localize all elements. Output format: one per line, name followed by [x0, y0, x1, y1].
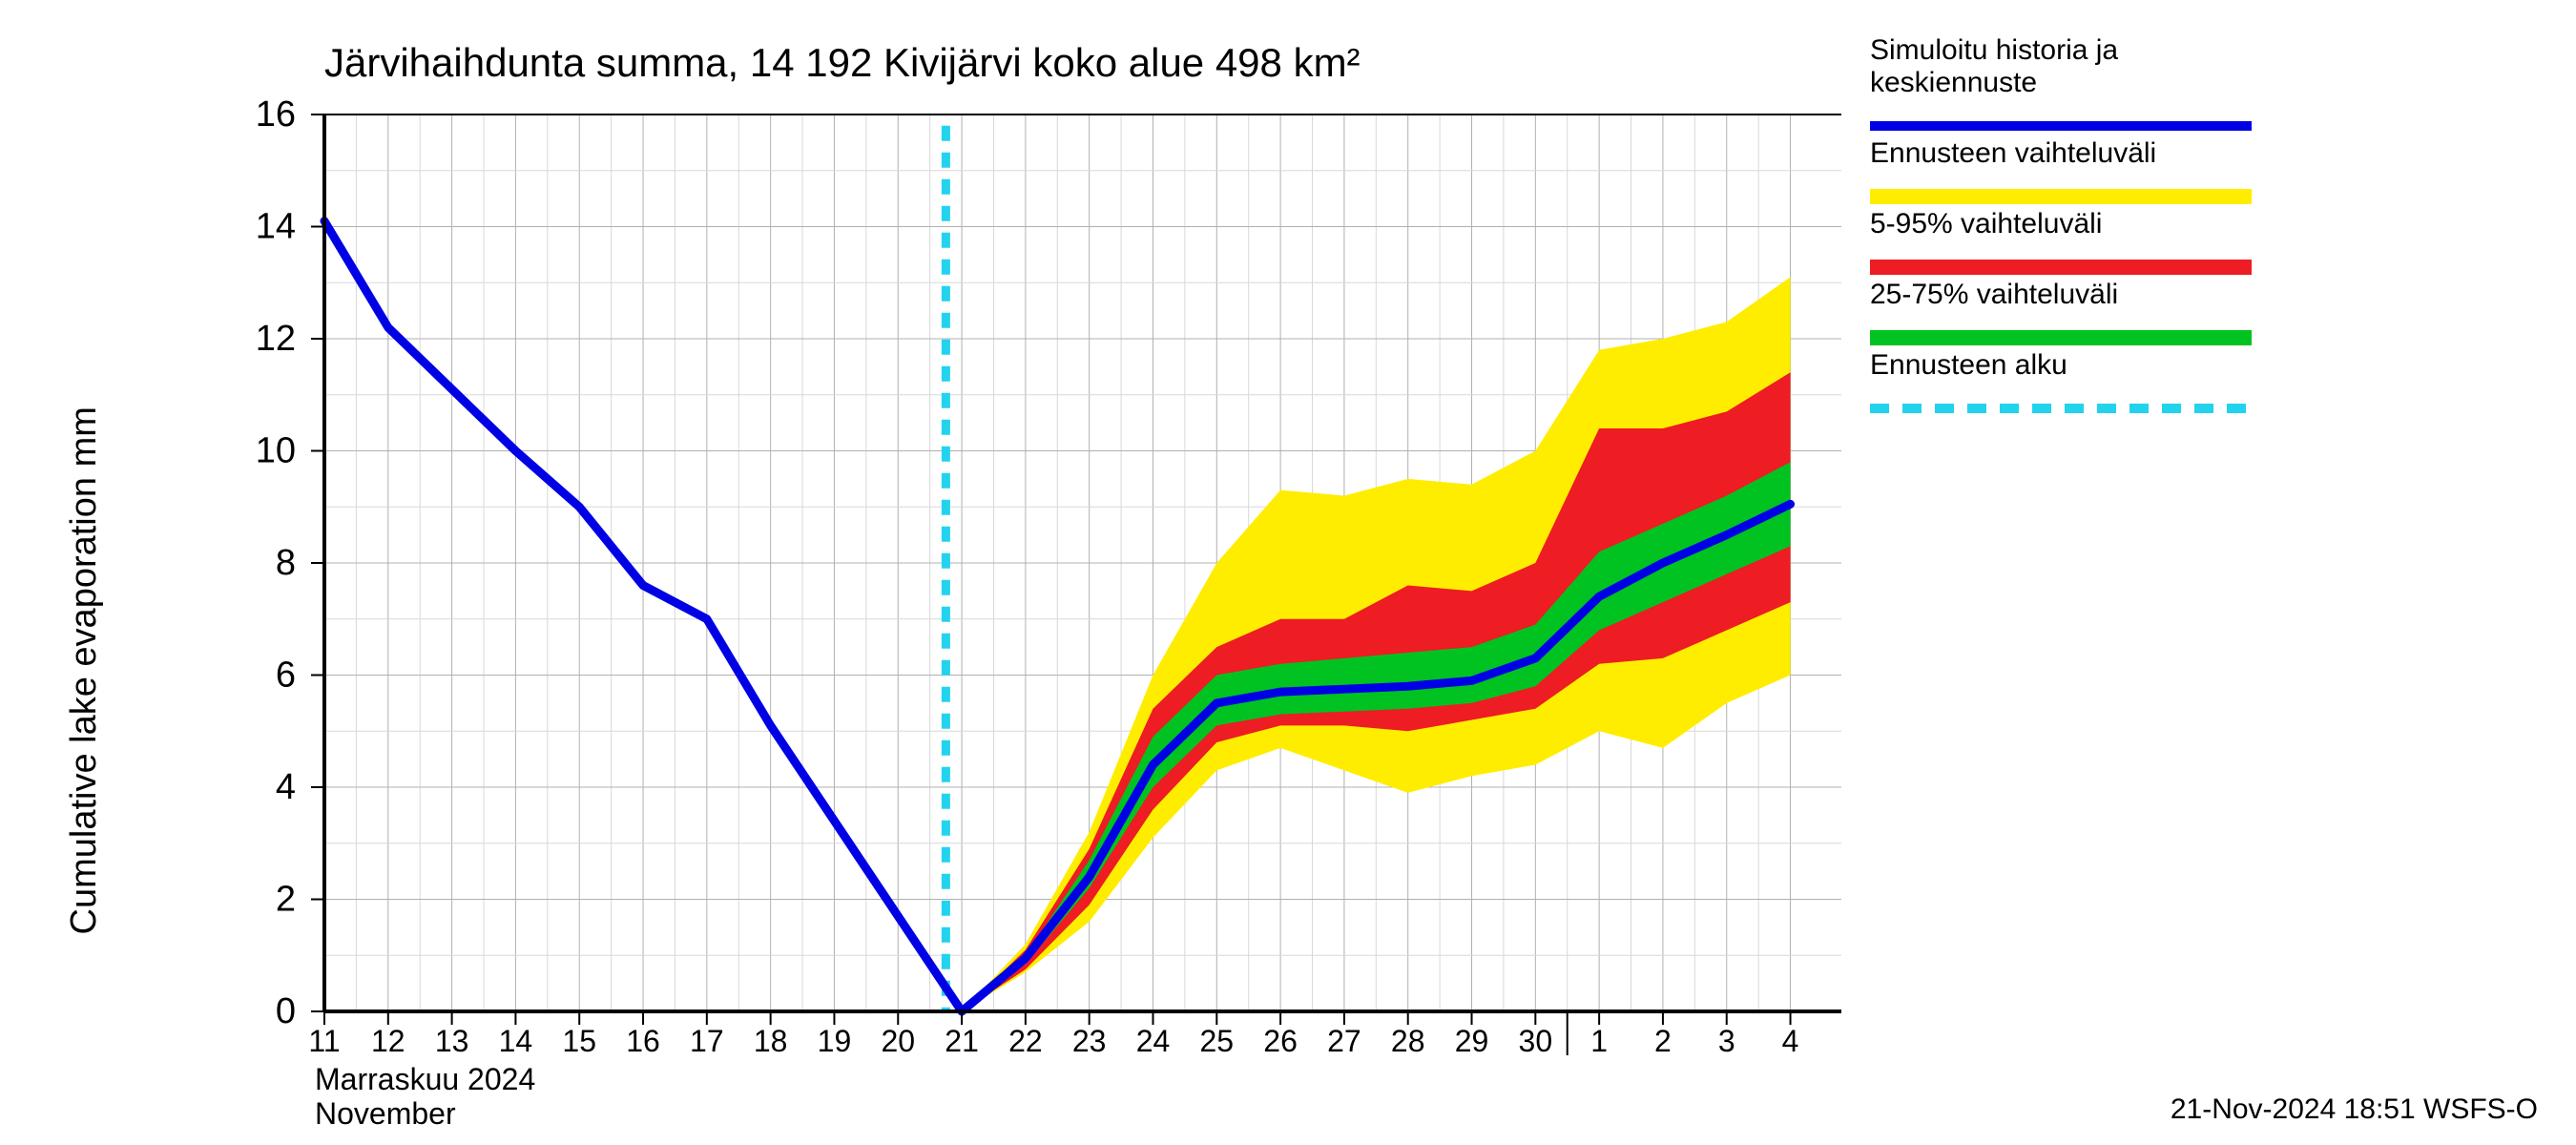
x-tick-label: 14 — [499, 1024, 533, 1058]
y-tick-label: 8 — [276, 543, 296, 583]
legend-label: 5-95% vaihteluväli — [1870, 208, 2102, 239]
x-tick-label: 17 — [690, 1024, 724, 1058]
x-tick-label: 15 — [562, 1024, 596, 1058]
chart-container: 0246810121416111213141516171819202122232… — [0, 0, 2576, 1145]
y-tick-label: 14 — [256, 207, 296, 247]
x-tick-label: 20 — [881, 1024, 915, 1058]
month-label-en: November — [315, 1096, 456, 1131]
legend-swatch — [1870, 330, 2252, 345]
x-tick-label: 22 — [1008, 1024, 1043, 1058]
x-tick-label: 30 — [1519, 1024, 1553, 1058]
legend-label: Ennusteen alku — [1870, 349, 2067, 381]
legend-label: Simuloitu historia ja — [1870, 34, 2118, 66]
chart-title: Järvihaihdunta summa, 14 192 Kivijärvi k… — [324, 40, 1361, 85]
x-tick-label: 21 — [945, 1024, 979, 1058]
y-tick-label: 10 — [256, 431, 296, 471]
y-tick-label: 16 — [256, 94, 296, 135]
legend-label: keskiennuste — [1870, 67, 2037, 98]
x-tick-label: 25 — [1199, 1024, 1234, 1058]
x-tick-label: 12 — [371, 1024, 405, 1058]
x-tick-label: 26 — [1263, 1024, 1298, 1058]
x-tick-label: 29 — [1455, 1024, 1489, 1058]
y-tick-label: 6 — [276, 656, 296, 696]
x-tick-label: 13 — [435, 1024, 469, 1058]
x-tick-label: 19 — [818, 1024, 852, 1058]
y-axis-label: Cumulative lake evaporation mm — [64, 406, 104, 934]
chart-svg: 0246810121416111213141516171819202122232… — [0, 0, 2576, 1145]
x-tick-label: 1 — [1590, 1024, 1608, 1058]
legend-swatch — [1870, 260, 2252, 275]
y-tick-label: 2 — [276, 880, 296, 920]
legend-label: Ennusteen vaihteluväli — [1870, 137, 2156, 169]
legend-swatch — [1870, 189, 2252, 204]
x-tick-label: 11 — [308, 1024, 340, 1058]
x-tick-label: 23 — [1072, 1024, 1107, 1058]
x-tick-label: 18 — [754, 1024, 788, 1058]
x-tick-label: 27 — [1327, 1024, 1361, 1058]
x-tick-label: 24 — [1136, 1024, 1171, 1058]
timestamp: 21-Nov-2024 18:51 WSFS-O — [2171, 1093, 2538, 1125]
x-tick-label: 4 — [1782, 1024, 1799, 1058]
legend-label: 25-75% vaihteluväli — [1870, 279, 2118, 310]
month-label-fi: Marraskuu 2024 — [315, 1062, 535, 1096]
x-tick-label: 16 — [626, 1024, 660, 1058]
x-tick-label: 2 — [1654, 1024, 1672, 1058]
y-tick-label: 4 — [276, 767, 296, 807]
x-tick-label: 28 — [1391, 1024, 1425, 1058]
x-tick-label: 3 — [1718, 1024, 1735, 1058]
y-tick-label: 12 — [256, 319, 296, 359]
y-tick-label: 0 — [276, 991, 296, 1031]
